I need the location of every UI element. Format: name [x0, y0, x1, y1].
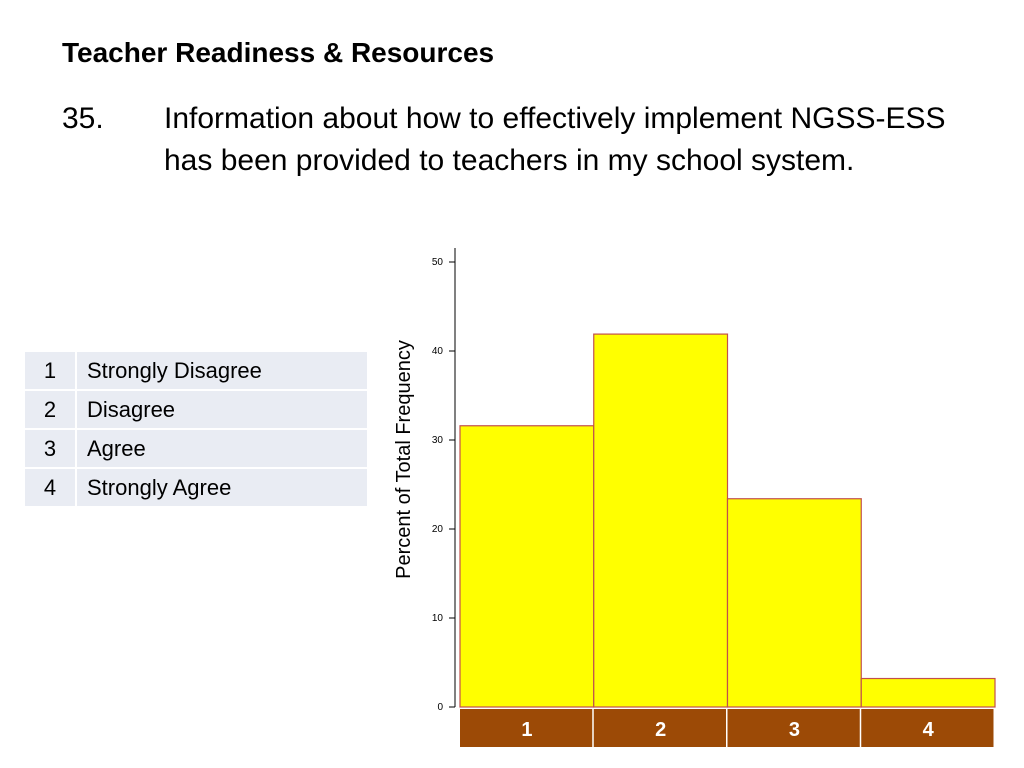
histogram-chart: 0 10 20 30 40 50 Percent of Total Frequency 1 2 3… — [393, 248, 996, 747]
table-row: 4 Strongly Agree — [25, 467, 367, 508]
bar — [726, 498, 862, 708]
scale-label: Disagree — [76, 389, 367, 430]
y-tick-label: 50 — [432, 257, 444, 268]
scale-code: 2 — [25, 389, 77, 430]
category-box — [593, 709, 726, 747]
x-tick-label: 1 — [521, 719, 532, 741]
table-row: 2 Disagree — [25, 389, 367, 430]
scale-label: Strongly Agree — [76, 467, 367, 508]
y-tick-label: 30 — [432, 435, 444, 446]
bar — [860, 677, 996, 708]
scale-label: Strongly Disagree — [76, 350, 367, 391]
y-tick-label: 40 — [432, 346, 444, 357]
table-row: 1 Strongly Disagree — [25, 350, 367, 391]
y-axis-label: Percent of Total Frequency — [393, 340, 415, 579]
x-tick-label: 4 — [923, 719, 935, 741]
scale-label: Agree — [76, 428, 367, 469]
slide-title: Teacher Readiness & Resources — [62, 37, 495, 68]
scale-code: 3 — [25, 428, 77, 469]
question-text: Information about how to effectively imp… — [164, 102, 946, 177]
table-row: 3 Agree — [25, 428, 367, 469]
y-tick-label: 10 — [432, 613, 444, 624]
x-tick-label: 3 — [789, 719, 800, 741]
category-box — [861, 709, 994, 747]
question-number: 35. — [62, 102, 104, 135]
bar — [459, 425, 595, 708]
scale-code: 1 — [25, 350, 77, 391]
category-box — [460, 709, 593, 747]
scale-code: 4 — [25, 467, 77, 508]
response-scale-table: 1 Strongly Disagree 2 Disagree 3 Agree 4… — [25, 350, 367, 508]
x-tick-label: 2 — [655, 719, 666, 741]
y-tick-label: 20 — [432, 524, 444, 535]
category-box — [727, 709, 860, 747]
bar — [593, 333, 729, 708]
y-tick-label: 0 — [437, 702, 443, 713]
